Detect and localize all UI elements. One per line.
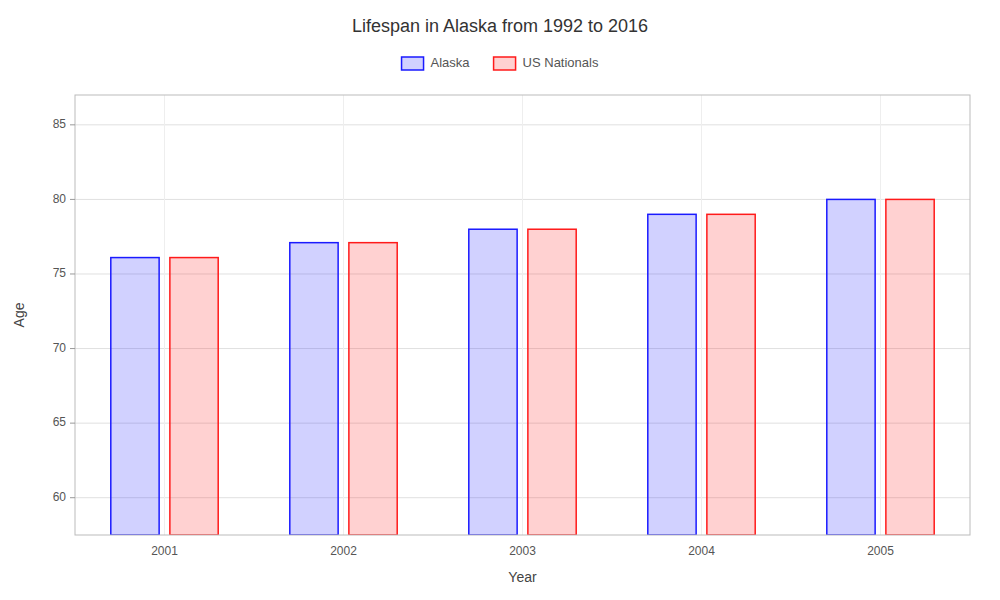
y-tick xyxy=(70,423,75,424)
x-axis-label: Year xyxy=(508,569,537,585)
chart: 60 65 70 75 80 85 2001 2002 2003 2004 2005 Year Age L… xyxy=(0,0,1000,600)
legend-label: US Nationals xyxy=(523,55,599,70)
y-tick xyxy=(70,273,75,274)
legend-item: Alaska xyxy=(402,55,471,70)
y-tick-label: 75 xyxy=(53,266,67,280)
legend: Alaska US Nationals xyxy=(402,55,599,70)
chart-container: 60 65 70 75 80 85 2001 2002 2003 2004 2005 Year Age L… xyxy=(0,0,1000,600)
bars xyxy=(111,199,934,535)
legend-swatch xyxy=(402,57,424,70)
y-tick-label: 80 xyxy=(53,192,67,206)
bar xyxy=(111,258,159,535)
x-grid-line xyxy=(164,95,165,535)
bar xyxy=(886,199,934,535)
bar xyxy=(469,229,517,535)
bar xyxy=(170,258,218,535)
bar xyxy=(707,214,755,535)
bar xyxy=(349,243,397,535)
x-tick-label: 2005 xyxy=(867,544,894,558)
y-tick-label: 65 xyxy=(53,415,67,429)
y-tick-label: 70 xyxy=(53,341,67,355)
title: Lifespan in Alaska from 1992 to 2016 xyxy=(352,16,648,36)
y-axis-label: Age xyxy=(11,302,27,327)
legend-swatch xyxy=(494,57,516,70)
bar xyxy=(827,199,875,535)
x-grid-line xyxy=(522,95,523,535)
bar xyxy=(648,214,696,535)
legend-item: US Nationals xyxy=(494,55,599,70)
y-tick xyxy=(70,497,75,498)
y-tick-label: 60 xyxy=(53,490,67,504)
y-tick-label: 85 xyxy=(53,117,67,131)
x-tick-label: 2004 xyxy=(688,544,715,558)
x-grid-line xyxy=(343,95,344,535)
x-tick-label: 2001 xyxy=(151,544,178,558)
x-grid-line xyxy=(880,95,881,535)
plot-frame xyxy=(75,95,970,535)
bar xyxy=(528,229,576,535)
legend-label: Alaska xyxy=(431,55,471,70)
y-tick xyxy=(70,124,75,125)
y-tick xyxy=(70,199,75,200)
x-tick-label: 2002 xyxy=(330,544,357,558)
x-grid-line xyxy=(701,95,702,535)
y-tick xyxy=(70,348,75,349)
bar xyxy=(290,243,338,535)
x-tick-label: 2003 xyxy=(509,544,536,558)
